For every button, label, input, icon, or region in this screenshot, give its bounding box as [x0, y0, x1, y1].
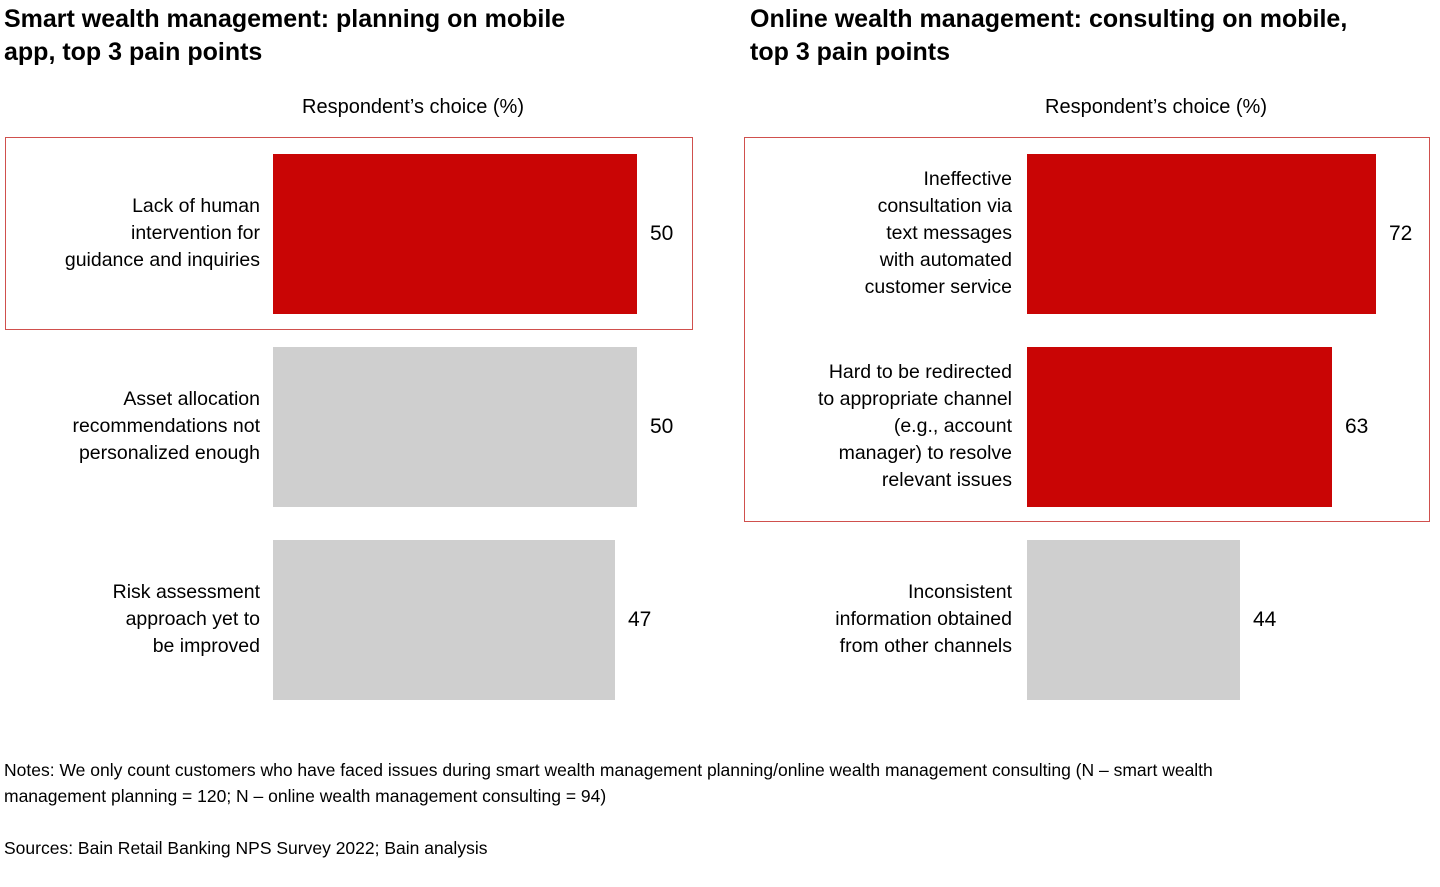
bar-value: 63: [1345, 414, 1369, 438]
bar: [1027, 346, 1332, 507]
bar: [1027, 153, 1376, 314]
bar-row: Hard to be redirected to appropriate cha…: [744, 330, 1440, 523]
bar-label: Risk assessment approach yet to be impro…: [112, 581, 260, 657]
bar: [273, 539, 615, 700]
chart-title-left: Smart wealth management: planning on mob…: [4, 5, 566, 66]
footnotes: Notes: We only count customers who have …: [4, 731, 1436, 887]
bar-value: 50: [650, 221, 674, 245]
bar-label: Hard to be redirected to appropriate cha…: [817, 361, 1012, 491]
bar-label: Lack of human intervention for guidance …: [64, 195, 260, 271]
bar: [273, 346, 637, 507]
sources-text: Sources: Bain Retail Banking NPS Survey …: [4, 838, 488, 858]
bar-value: 72: [1389, 221, 1413, 245]
bar-value: 50: [650, 414, 674, 438]
chart-title-right: Online wealth management: consulting on …: [750, 5, 1348, 66]
bar: [273, 153, 637, 314]
bar-row: Asset allocation recommendations not per…: [5, 330, 725, 523]
axis-label-left: Respondent’s choice (%): [302, 96, 524, 118]
axis-label-right: Respondent’s choice (%): [1045, 96, 1267, 118]
bar-label: Ineffective consultation via text messag…: [864, 168, 1012, 298]
bar-value: 47: [628, 607, 652, 631]
bar-row: Ineffective consultation via text messag…: [744, 137, 1440, 330]
notes-text: Notes: We only count customers who have …: [4, 760, 1213, 806]
bar-label: Asset allocation recommendations not per…: [72, 388, 260, 464]
bar-row: Inconsistent information obtained from o…: [744, 523, 1440, 716]
bar-row: Lack of human intervention for guidance …: [5, 137, 725, 330]
bar-label: Inconsistent information obtained from o…: [835, 581, 1012, 657]
bar-value: 44: [1253, 607, 1277, 631]
bar-row: Risk assessment approach yet to be impro…: [5, 523, 725, 716]
bar: [1027, 539, 1240, 700]
